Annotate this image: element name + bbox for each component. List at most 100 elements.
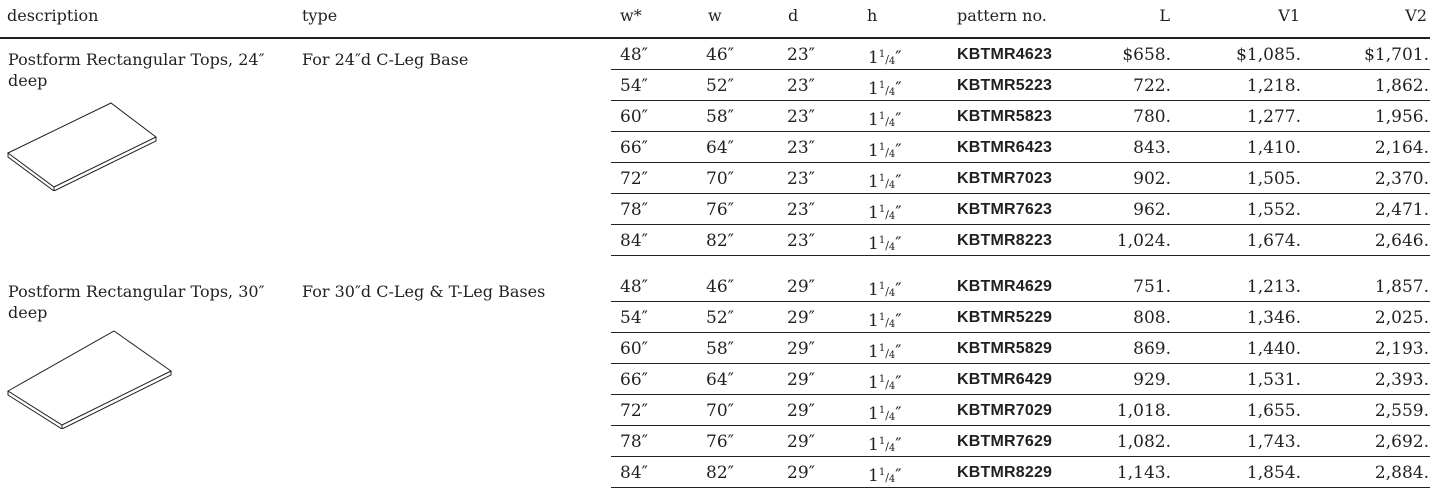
cell-h-whole: 1	[868, 141, 879, 161]
cell-price-V1: 1,440.	[1246, 339, 1301, 359]
cell-h-numerator: 1	[878, 343, 886, 354]
cell-pattern-no: KBTMR5829	[957, 340, 1053, 357]
table-row: 54″ 52″ 23″ 11/4″ KBTMR5223 722. 1,218. 1,862.	[611, 70, 1430, 101]
cell-w: 46″	[706, 45, 734, 65]
cell-h-whole: 1	[868, 435, 879, 455]
cell-h-denominator: 4	[888, 56, 896, 67]
group-description: Postform Rectangular Tops, 24″ deep	[8, 50, 265, 90]
cell-price-V2: 2,471.	[1374, 200, 1429, 220]
cell-h-numerator: 1	[878, 204, 886, 215]
tabletop-illustration	[7, 330, 172, 429]
cell-w-star: 60″	[620, 339, 648, 359]
cell-price-L: 722.	[1133, 76, 1171, 96]
cell-price-V1: 1,674.	[1246, 231, 1301, 251]
cell-h-whole: 1	[868, 280, 879, 300]
cell-pattern-no: KBTMR8223	[957, 232, 1053, 249]
cell-pattern-no: KBTMR7029	[957, 402, 1053, 419]
cell-price-V1: 1,410.	[1246, 138, 1301, 158]
cell-price-L: 1,082.	[1116, 432, 1171, 452]
cell-price-V1: 1,505.	[1246, 169, 1301, 189]
cell-price-V1: 1,213.	[1246, 277, 1301, 297]
cell-h-numerator: 1	[878, 436, 886, 447]
cell-h-unit: ″	[895, 404, 902, 424]
table-row: 60″ 58″ 23″ 11/4″ KBTMR5823 780. 1,277. 1,956.	[611, 101, 1430, 132]
cell-h: 11/4″	[868, 79, 902, 99]
table-row: 78″ 76″ 29″ 11/4″ KBTMR7629 1,082. 1,743. 2,692…	[611, 426, 1430, 457]
cell-price-V1: 1,277.	[1246, 107, 1301, 127]
cell-price-V2: 1,857.	[1374, 277, 1429, 297]
cell-h: 11/4″	[868, 342, 902, 362]
header-h: h	[867, 6, 878, 25]
cell-h-denominator: 4	[888, 350, 896, 361]
cell-price-V2: 1,956.	[1374, 107, 1429, 127]
header-type: type	[302, 6, 338, 25]
header-divider	[0, 37, 1430, 39]
cell-w: 76″	[706, 432, 734, 452]
cell-h: 11/4″	[868, 141, 902, 161]
cell-h-denominator: 4	[888, 474, 896, 485]
cell-price-V1: 1,743.	[1246, 432, 1301, 452]
cell-h-whole: 1	[868, 404, 879, 424]
cell-h-numerator: 1	[878, 142, 886, 153]
cell-pattern-no: KBTMR8229	[957, 464, 1053, 481]
cell-h-denominator: 4	[888, 180, 896, 191]
header-pattern-no: pattern no.	[957, 6, 1047, 25]
header-w-star: w*	[620, 6, 642, 25]
cell-w: 58″	[706, 107, 734, 127]
cell-h: 11/4″	[868, 435, 902, 455]
product-group: Postform Rectangular Tops, 24″ deep For …	[0, 39, 1437, 256]
tabletop-illustration	[7, 102, 157, 191]
cell-price-V1: 1,655.	[1246, 401, 1301, 421]
table-row: 84″ 82″ 23″ 11/4″ KBTMR8223 1,024. 1,674. 2,646…	[611, 225, 1430, 256]
cell-w-star: 66″	[620, 138, 648, 158]
cell-h-unit: ″	[895, 79, 902, 99]
cell-w: 52″	[706, 76, 734, 96]
cell-h-denominator: 4	[888, 87, 896, 98]
cell-h-numerator: 1	[878, 49, 886, 60]
cell-w: 70″	[706, 169, 734, 189]
cell-h: 11/4″	[868, 234, 902, 254]
cell-h-whole: 1	[868, 342, 879, 362]
cell-price-V2: 2,193.	[1374, 339, 1429, 359]
cell-price-V2: 2,393.	[1374, 370, 1429, 390]
rows-container: 48″ 46″ 23″ 11/4″ KBTMR4623 $658. $1,085. $1,70…	[611, 39, 1430, 256]
cell-d: 29″	[787, 277, 815, 297]
cell-w: 58″	[706, 339, 734, 359]
cell-w-star: 84″	[620, 231, 648, 251]
cell-w-star: 84″	[620, 463, 648, 483]
table-row: 48″ 46″ 29″ 11/4″ KBTMR4629 751. 1,213. 1,857.	[611, 271, 1430, 302]
cell-h-denominator: 4	[888, 319, 896, 330]
cell-w-star: 72″	[620, 401, 648, 421]
table-row: 66″ 64″ 29″ 11/4″ KBTMR6429 929. 1,531. 2,393.	[611, 364, 1430, 395]
cell-price-V2: 1,862.	[1374, 76, 1429, 96]
header-L: L	[1159, 6, 1170, 25]
cell-price-V2: 2,646.	[1374, 231, 1429, 251]
cell-h-whole: 1	[868, 373, 879, 393]
cell-w-star: 48″	[620, 277, 648, 297]
cell-w: 76″	[706, 200, 734, 220]
table-row: 72″ 70″ 29″ 11/4″ KBTMR7029 1,018. 1,655. 2,559…	[611, 395, 1430, 426]
cell-h-numerator: 1	[878, 111, 886, 122]
cell-h: 11/4″	[868, 311, 902, 331]
cell-w-star: 78″	[620, 432, 648, 452]
header-description: description	[7, 6, 99, 25]
cell-h-numerator: 1	[878, 281, 886, 292]
cell-h-denominator: 4	[888, 211, 896, 222]
cell-w-star: 72″	[620, 169, 648, 189]
cell-price-V2: $1,701.	[1364, 45, 1429, 65]
cell-price-V2: 2,559.	[1374, 401, 1429, 421]
cell-pattern-no: KBTMR7629	[957, 433, 1053, 450]
cell-h: 11/4″	[868, 48, 902, 68]
cell-price-L: 869.	[1133, 339, 1171, 359]
cell-w: 70″	[706, 401, 734, 421]
cell-h-unit: ″	[895, 172, 902, 192]
cell-price-V2: 2,884.	[1374, 463, 1429, 483]
cell-h-unit: ″	[895, 466, 902, 486]
cell-h-numerator: 1	[878, 173, 886, 184]
cell-price-V1: 1,218.	[1246, 76, 1301, 96]
cell-price-V1: 1,552.	[1246, 200, 1301, 220]
cell-h-denominator: 4	[888, 118, 896, 129]
cell-d: 23″	[787, 231, 815, 251]
cell-d: 29″	[787, 339, 815, 359]
cell-h-denominator: 4	[888, 242, 896, 253]
